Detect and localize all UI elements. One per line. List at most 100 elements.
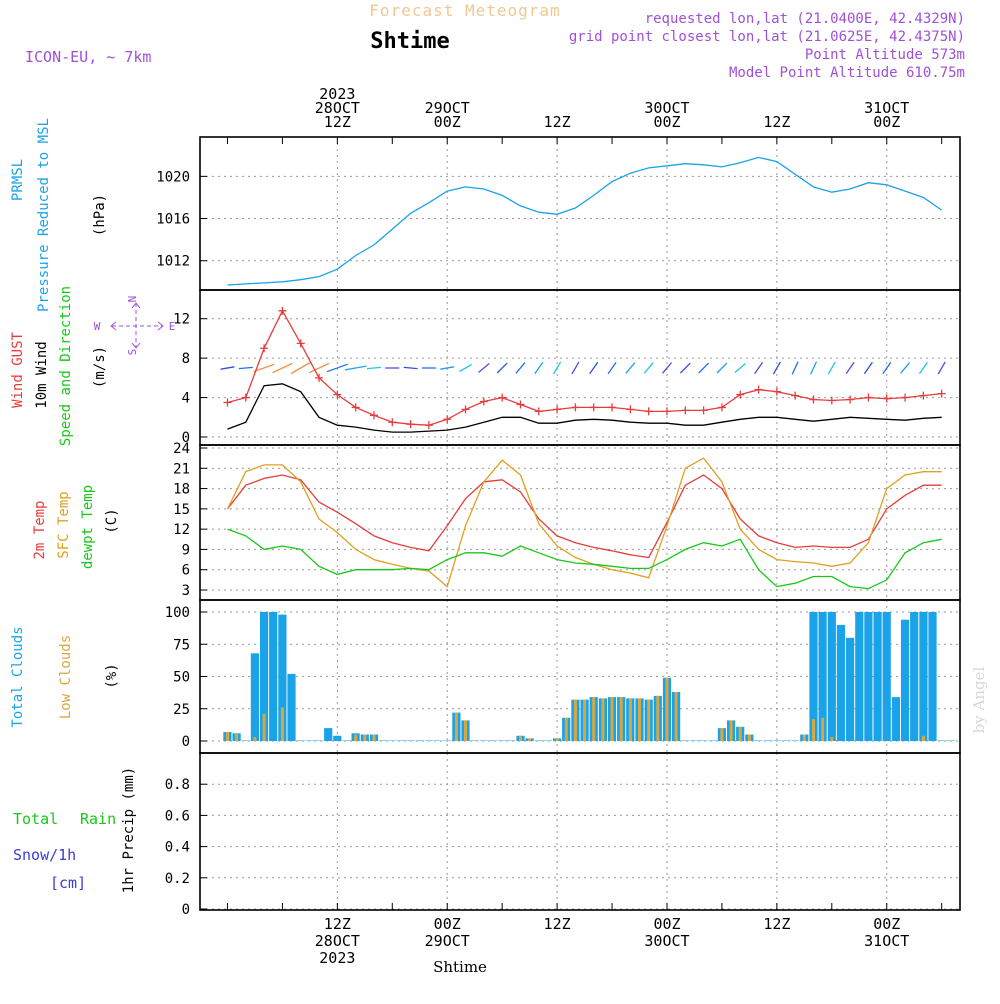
cloud-total-bar-73 — [891, 697, 900, 741]
wind-arrow-5 — [308, 362, 330, 374]
wind-arrow-0 — [220, 366, 235, 370]
gust-marker-22 — [626, 405, 635, 414]
gust-marker-37 — [901, 393, 910, 402]
cloud-total-bar-22 — [424, 740, 433, 741]
top-time-label-4-0: 12Z — [763, 113, 790, 131]
wind-arrow-13 — [459, 363, 472, 373]
gust-marker-12 — [443, 415, 452, 424]
cloud-low-bar-64 — [812, 719, 815, 741]
cloud-low-bar-66 — [830, 737, 834, 741]
wind-arrow-19 — [571, 361, 580, 375]
cloud-total-bar-4 — [260, 612, 269, 741]
wind-arrow-2 — [253, 363, 275, 373]
top-time-label-5-0: 31OCT — [864, 99, 909, 117]
ytick-label-t-2: 9 — [182, 542, 190, 558]
wind-arrow-4 — [290, 361, 311, 375]
temp-2m-line — [226, 474, 942, 559]
cloud-total-bar-12 — [333, 735, 342, 741]
cloud-total-bar-61 — [781, 740, 791, 741]
cloud-total-bar-23 — [434, 740, 443, 741]
cloud-total-bar-74 — [900, 619, 910, 741]
wind-arrow-15 — [496, 362, 508, 374]
top-time-label-1-0: 29OCT — [425, 99, 470, 117]
cloud-total-bar-28 — [479, 740, 488, 741]
cloud-total-bar-13 — [342, 740, 351, 741]
gust-marker-27 — [717, 403, 726, 412]
gust-marker-23 — [644, 407, 653, 416]
wind-arrow-24 — [662, 362, 672, 374]
temp-2m-label: 2m Temp — [32, 500, 48, 559]
cloud-total-bar-77 — [928, 612, 937, 741]
bottom-time-label-3-1: 30OCT — [644, 932, 689, 950]
ytick-label-r-0: 0 — [182, 902, 190, 918]
cloud-total-bar-30 — [498, 740, 507, 741]
bottom-time-label-0-0: 12Z — [324, 915, 351, 933]
cloud-total-bar-19 — [397, 740, 406, 741]
cloud-low-bar-3 — [253, 737, 257, 741]
cloud-low-bar-15 — [363, 734, 367, 741]
cloud-total-bar-5 — [269, 612, 278, 741]
cloud-total-bar-10 — [314, 740, 324, 741]
gust-marker-6 — [333, 390, 342, 399]
wind-arrow-1 — [238, 366, 253, 370]
top-time-label-5-1: 00Z — [873, 113, 900, 131]
temp-dewpt-label: dewpt Temp — [80, 485, 96, 569]
cloud-low-bar-25 — [454, 712, 458, 741]
gust-marker-20 — [589, 403, 598, 412]
compass-s: S — [126, 349, 139, 356]
wind-arrow-35 — [863, 361, 873, 375]
cloud-total-bar-60 — [772, 740, 781, 741]
cloud-total-bar-67 — [836, 624, 845, 741]
gust-marker-36 — [882, 394, 891, 403]
cloud-low-bar-33 — [528, 738, 532, 741]
gust-marker-13 — [461, 405, 470, 414]
cloud-low-bar-44 — [628, 698, 632, 741]
cloud-low-bar-6 — [280, 707, 284, 741]
compass-arrowheads — [110, 302, 164, 349]
ytick-label-c-1: 25 — [173, 702, 190, 718]
gust-marker-1 — [241, 393, 250, 402]
cloud-total-bar-79 — [946, 740, 955, 741]
wind-arrow-29 — [754, 361, 764, 375]
cloud-total-bar-11 — [324, 728, 333, 741]
chart-title: Forecast Meteogram — [369, 1, 560, 20]
gust-marker-15 — [498, 393, 507, 402]
ytick-label-p-2: 1020 — [156, 169, 190, 185]
cloud-total-bar-2 — [241, 740, 250, 741]
ytick-label-w-1: 4 — [182, 391, 190, 407]
wind-arrow-30 — [772, 361, 781, 375]
gust-marker-10 — [406, 420, 415, 429]
gust-marker-30 — [772, 387, 781, 396]
ytick-label-r-2: 0.4 — [165, 840, 190, 856]
bottom-time-label-5-0: 00Z — [873, 915, 900, 933]
gust-marker-25 — [681, 406, 690, 415]
cloud-low-bar-0 — [226, 732, 229, 741]
bottom-time-label-5-1: 31OCT — [864, 932, 909, 950]
gust-marker-38 — [919, 391, 928, 400]
wind-arrow-33 — [827, 361, 836, 375]
total-clouds-label: Total Clouds — [10, 626, 26, 727]
wind-arrow-18 — [553, 361, 562, 375]
compass-w: W — [94, 320, 101, 333]
cloud-low-bar-42 — [610, 697, 614, 741]
location-title: Shtime — [370, 29, 449, 54]
wind-arrow-10 — [403, 366, 418, 370]
ytick-label-c-3: 75 — [173, 637, 190, 653]
ytick-label-t-4: 15 — [173, 502, 190, 518]
ytick-label-t-6: 21 — [173, 461, 190, 477]
gust-marker-32 — [809, 395, 818, 404]
cloud-total-bar-62 — [791, 740, 800, 741]
point-altitude: Point Altitude 573m — [805, 47, 965, 63]
wind-labels: Wind GUST 10m Wind Speed and Direction (… — [10, 286, 108, 446]
bottom-time-label-0-1: 28OCT — [315, 932, 360, 950]
cloud-low-bar-38 — [573, 699, 577, 741]
ytick-label-c-4: 100 — [165, 605, 190, 621]
ytick-label-c-2: 50 — [173, 670, 190, 686]
wind10-line — [227, 383, 942, 433]
wind-arrow-7 — [344, 365, 367, 371]
wind-arrow-26 — [698, 362, 710, 374]
wind-arrow-22 — [625, 362, 636, 374]
clouds-labels: Total Clouds Low Clouds (%) — [10, 626, 120, 727]
